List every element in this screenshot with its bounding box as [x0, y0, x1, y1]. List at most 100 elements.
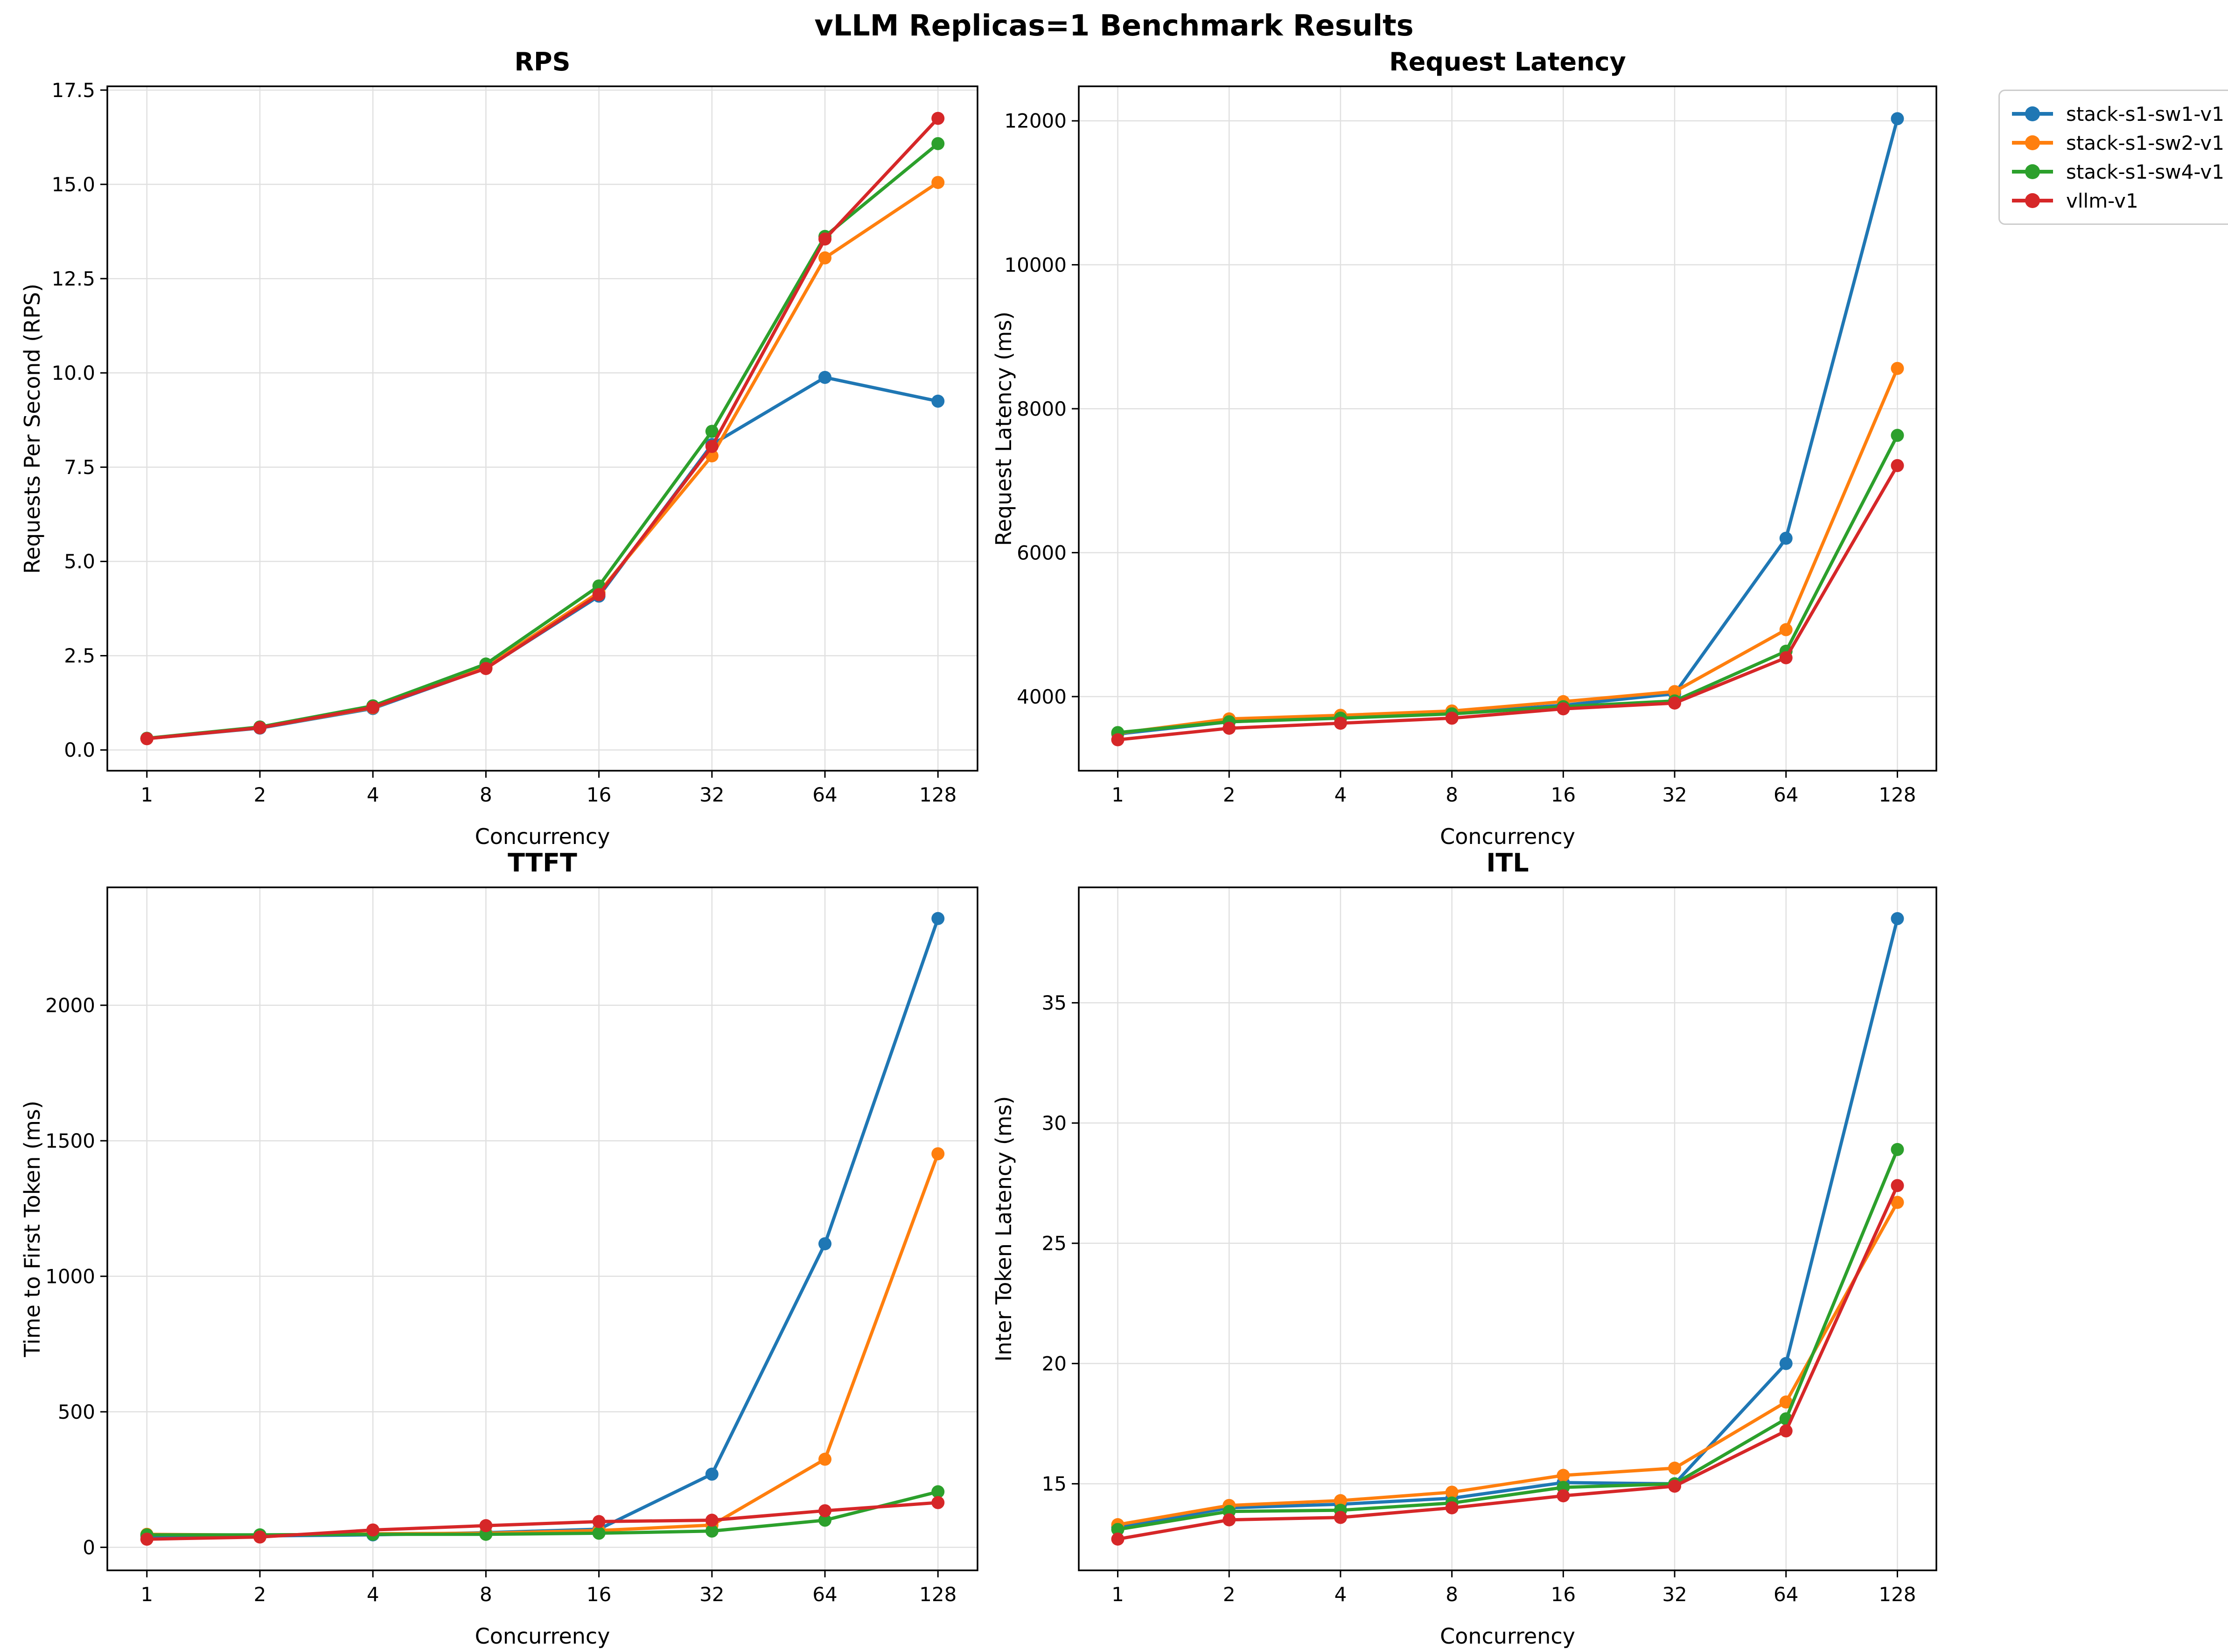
chart-request-latency: Request Latency Request Latency (ms) 1 2 4… — [991, 47, 1937, 849]
data-point-stack-s1-sw2-v1-c128 — [931, 176, 945, 189]
series-line-stack-s1-sw4-v1 — [1116, 433, 1899, 734]
data-point-vllm-v1-c64 — [818, 1504, 832, 1518]
y-tick-label: 15 — [1042, 1472, 1067, 1495]
chart-title-ttft: TTFT — [508, 848, 577, 878]
series-line-stack-s1-sw1-v1 — [1116, 117, 1899, 736]
data-point-stack-s1-sw1-v1-c128 — [1891, 912, 1904, 926]
x-axis-label-itl: Concurrency — [1440, 1624, 1575, 1649]
x-tick-label: 1 — [1111, 1583, 1124, 1606]
legend-item-vllm-v1: vllm-v1 — [2010, 186, 2224, 215]
data-point-stack-s1-sw2-v1-c128 — [931, 1147, 945, 1161]
x-tick-label: 32 — [699, 1583, 724, 1606]
data-point-vllm-v1-c8 — [479, 662, 493, 675]
y-tick-label: 2000 — [45, 994, 95, 1017]
x-tick-label: 2 — [254, 1583, 266, 1606]
data-point-vllm-v1-c128 — [931, 112, 945, 125]
chart-title-request-latency: Request Latency — [1389, 47, 1626, 77]
y-tick-label: 1500 — [45, 1129, 95, 1152]
series-line-vllm-v1 — [145, 117, 940, 740]
x-tick-label: 16 — [587, 783, 611, 806]
data-point-vllm-v1-c16 — [592, 588, 606, 601]
chart-title-itl: ITL — [1486, 848, 1529, 878]
data-point-stack-s1-sw1-v1-c32 — [705, 1467, 719, 1481]
data-point-vllm-v1-c128 — [1891, 1179, 1904, 1192]
legend-dot — [2025, 135, 2040, 150]
chart-rps: RPS Requests Per Second (RPS) 1 2 4 8 16 32 64… — [20, 47, 978, 849]
data-point-stack-s1-sw1-v1-c64 — [1779, 531, 1793, 545]
series-line-stack-s1-sw2-v1 — [145, 1152, 940, 1537]
legend-label: stack-s1-sw1-v1 — [2066, 102, 2224, 125]
y-tick-label: 7.5 — [64, 456, 95, 479]
data-point-stack-s1-sw2-v1-c32 — [1668, 685, 1682, 698]
data-point-stack-s1-sw2-v1-c64 — [818, 251, 832, 265]
x-tick-label: 2 — [1223, 783, 1236, 806]
plot-border — [1078, 886, 1937, 1571]
data-point-vllm-v1-c1 — [1111, 733, 1124, 746]
y-tick-label: 0.0 — [64, 739, 95, 761]
data-point-stack-s1-sw4-v1-c128 — [1891, 1143, 1904, 1156]
y-tick-label: 6000 — [1017, 541, 1067, 564]
x-tick-label: 16 — [587, 1583, 611, 1606]
x-tick-label: 8 — [480, 783, 492, 806]
y-tick-label: 8000 — [1017, 397, 1067, 420]
y-tick-label: 20 — [1042, 1352, 1067, 1375]
data-point-vllm-v1-c4 — [366, 701, 380, 714]
x-axis-label-request-latency: Concurrency — [1440, 824, 1575, 849]
x-tick-label: 4 — [367, 783, 379, 806]
y-tick-label: 12.5 — [51, 267, 95, 290]
y-tick-label: 15.0 — [51, 173, 95, 196]
series-line-vllm-v1 — [1116, 1184, 1899, 1541]
y-tick-label: 0 — [83, 1536, 95, 1559]
data-point-vllm-v1-c1 — [140, 1533, 154, 1546]
data-point-stack-s1-sw4-v1-c1 — [1111, 1523, 1124, 1536]
legend: stack-s1-sw1-v1 stack-s1-sw2-v1 stack-s1-s… — [1998, 90, 2228, 225]
data-point-stack-s1-sw2-v1-c64 — [1779, 1395, 1793, 1409]
data-point-vllm-v1-c32 — [705, 439, 719, 453]
legend-label: stack-s1-sw2-v1 — [2066, 131, 2224, 154]
series-line-stack-s1-sw1-v1 — [145, 376, 940, 740]
data-point-stack-s1-sw2-v1-c32 — [1668, 1461, 1682, 1475]
data-point-vllm-v1-c64 — [1779, 651, 1793, 664]
x-tick-label: 32 — [1662, 1583, 1687, 1606]
data-point-vllm-v1-c8 — [1445, 1501, 1459, 1514]
data-point-stack-s1-sw4-v1-c32 — [705, 1524, 719, 1538]
data-point-vllm-v1-c4 — [1334, 717, 1347, 730]
data-point-vllm-v1-c64 — [1779, 1424, 1793, 1438]
y-tick-label: 1000 — [45, 1265, 95, 1288]
data-point-vllm-v1-c2 — [253, 1530, 266, 1544]
data-point-vllm-v1-c2 — [1222, 721, 1236, 735]
data-point-vllm-v1-c8 — [479, 1519, 493, 1533]
data-point-stack-s1-sw1-v1-c64 — [1779, 1357, 1793, 1370]
x-tick-label: 128 — [919, 783, 957, 806]
data-point-vllm-v1-c8 — [1445, 711, 1459, 725]
data-point-stack-s1-sw2-v1-c64 — [818, 1452, 832, 1466]
data-point-vllm-v1-c32 — [1668, 696, 1682, 710]
data-point-vllm-v1-c1 — [140, 732, 154, 746]
y-tick-label: 2.5 — [64, 644, 95, 667]
x-tick-label: 8 — [1446, 783, 1458, 806]
legend-item-stack-s1-sw2-v1: stack-s1-sw2-v1 — [2010, 128, 2224, 157]
data-point-stack-s1-sw1-v1-c128 — [931, 912, 945, 925]
series-line-stack-s1-sw2-v1 — [1116, 367, 1899, 735]
y-tick-label: 30 — [1042, 1112, 1067, 1135]
data-point-stack-s1-sw2-v1-c64 — [1779, 623, 1793, 636]
series-line-stack-s1-sw4-v1 — [1116, 1148, 1899, 1531]
x-tick-label: 8 — [1446, 1583, 1458, 1606]
series-line-vllm-v1 — [145, 1501, 940, 1541]
y-tick-label: 500 — [58, 1401, 95, 1423]
data-point-stack-s1-sw1-v1-c64 — [818, 1237, 832, 1250]
data-point-stack-s1-sw1-v1-c128 — [1891, 112, 1904, 125]
x-tick-label: 4 — [1334, 1583, 1347, 1606]
data-point-stack-s1-sw2-v1-c128 — [1891, 362, 1904, 375]
data-point-vllm-v1-c32 — [705, 1513, 719, 1527]
x-tick-label: 64 — [812, 1583, 837, 1606]
plot-area-request-latency: 1 2 4 8 16 32 64 128 4000 6000 8000 10000 12000 — [1004, 85, 1937, 806]
plot-area-itl: 1 2 4 8 16 32 64 128 15 20 25 30 35 — [1042, 886, 1937, 1606]
x-tick-label: 128 — [1879, 1583, 1916, 1606]
data-point-stack-s1-sw4-v1-c64 — [818, 1513, 832, 1527]
data-point-vllm-v1-c32 — [1668, 1479, 1682, 1493]
data-point-stack-s1-sw2-v1-c16 — [1557, 1469, 1570, 1482]
x-tick-label: 64 — [812, 783, 837, 806]
data-point-stack-s1-sw2-v1-c128 — [1891, 1196, 1904, 1209]
data-point-vllm-v1-c4 — [1334, 1511, 1347, 1524]
